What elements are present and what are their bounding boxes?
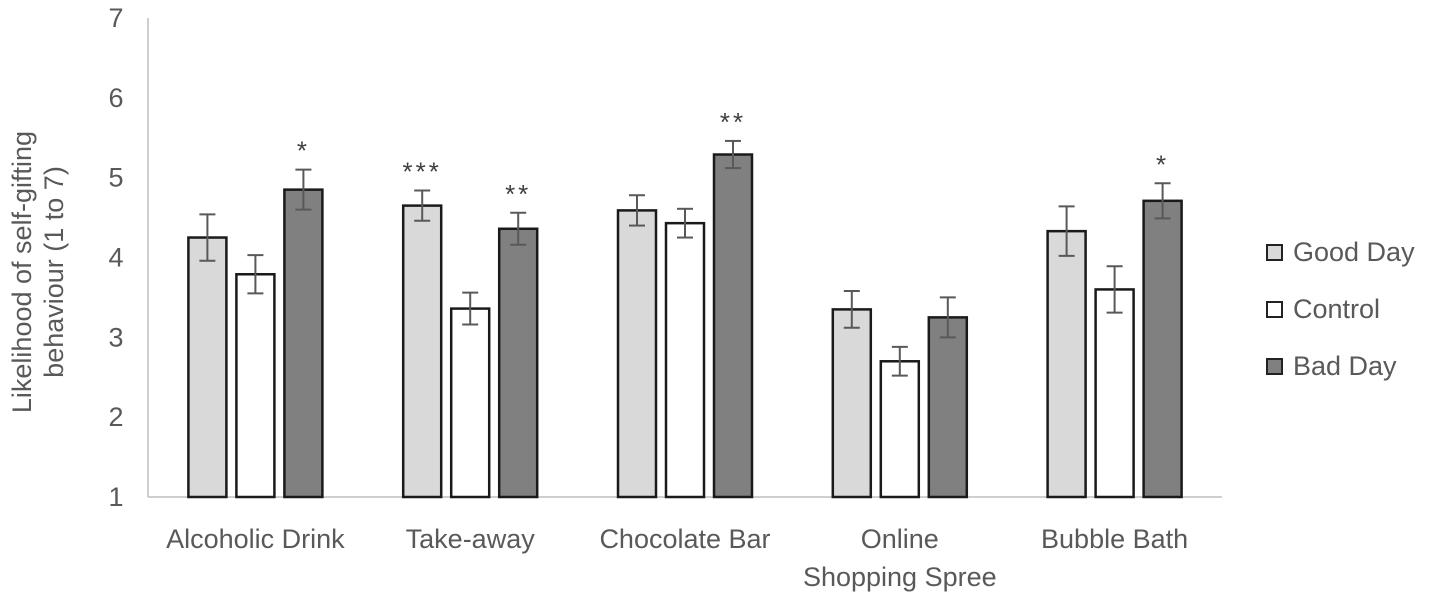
x-category-label: Online xyxy=(861,524,939,554)
bar xyxy=(831,308,873,499)
y-tick-label: 6 xyxy=(108,83,123,113)
legend-item-control: Control xyxy=(1266,281,1415,338)
bar xyxy=(879,360,921,499)
bar xyxy=(927,316,969,499)
bar xyxy=(235,273,276,499)
legend-label: Control xyxy=(1293,294,1381,324)
x-category-label: Chocolate Bar xyxy=(599,524,770,554)
bar xyxy=(664,221,706,499)
x-axis-labels: Alcoholic Drink Take-away Chocolate Bar Onl… xyxy=(166,524,1188,592)
y-tick-label: 4 xyxy=(108,243,123,273)
significance-marker: ** xyxy=(505,179,531,209)
bar xyxy=(449,307,491,499)
bar xyxy=(497,227,539,499)
significance-marker: *** xyxy=(403,156,442,186)
legend-label: Good Day xyxy=(1293,237,1415,267)
bar xyxy=(187,236,228,499)
y-tick-label: 1 xyxy=(108,482,123,512)
bar xyxy=(283,188,324,499)
bar xyxy=(401,204,443,499)
y-axis: 1 2 3 4 5 6 7 xyxy=(108,3,1222,512)
x-category-label: Bubble Bath xyxy=(1041,524,1188,554)
y-axis-title-line1: Likelihood of self-gifting xyxy=(7,130,37,414)
bar xyxy=(616,209,658,499)
y-tick-label: 3 xyxy=(108,322,123,352)
bar xyxy=(1142,199,1183,499)
y-axis-title-line2: behaviour (1 to 7) xyxy=(39,166,69,378)
bar xyxy=(1094,288,1135,499)
significance-marker: * xyxy=(1156,149,1169,179)
bar xyxy=(1046,229,1087,499)
significance-marker: ** xyxy=(720,107,746,137)
legend-item-good-day: Good Day xyxy=(1266,224,1415,281)
legend-swatch-good-day xyxy=(1266,244,1283,261)
significance-marker: * xyxy=(297,136,310,166)
legend-swatch-bad-day xyxy=(1266,358,1283,375)
x-category-label: Take-away xyxy=(406,524,536,554)
y-tick-label: 2 xyxy=(108,402,123,432)
x-category-label: Alcoholic Drink xyxy=(166,524,345,554)
y-tick-label: 5 xyxy=(108,163,123,193)
legend-item-bad-day: Bad Day xyxy=(1266,338,1415,395)
bars-group: ********* xyxy=(187,107,1183,499)
legend-swatch-control xyxy=(1266,301,1283,318)
y-axis-title: Likelihood of self-gifting behaviour (1 … xyxy=(6,12,70,532)
bar xyxy=(712,153,754,499)
x-category-label: Shopping Spree xyxy=(803,562,997,592)
legend-label: Bad Day xyxy=(1293,351,1397,381)
y-tick-label: 7 xyxy=(108,3,123,33)
legend: Good Day Control Bad Day xyxy=(1266,224,1415,395)
